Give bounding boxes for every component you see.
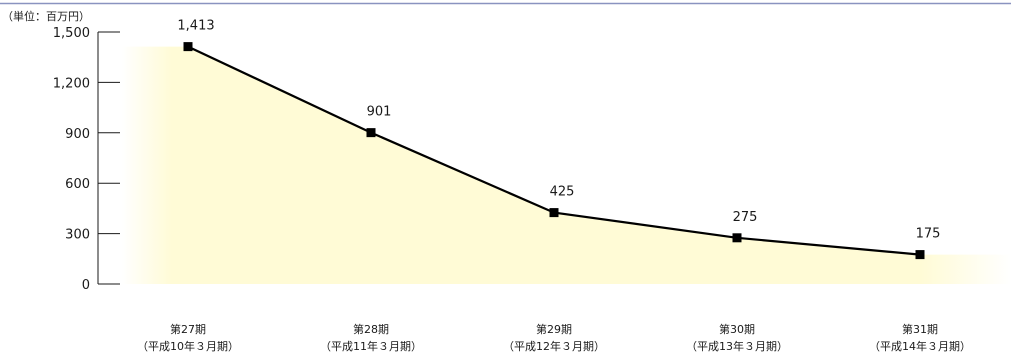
y-tick-label: 1,200 [53,76,90,91]
x-category-label: 第28期 [353,322,389,336]
area-fade-left [122,32,172,284]
data-point-marker [550,208,559,217]
data-point-marker [733,233,742,242]
area-fade-right [921,32,1011,284]
data-value-label: 901 [367,105,392,120]
area-fill-layer [122,32,1011,284]
data-value-label: 175 [916,227,941,242]
x-category-label: 第29期 [536,322,572,336]
data-value-label: 1,413 [177,19,214,34]
x-period-label: （平成10年３月期） [137,339,239,353]
y-tick-label: 0 [82,278,90,293]
data-point-marker [184,42,193,51]
x-category-label: 第30期 [719,322,755,336]
area-fill [122,47,1011,284]
y-tick-label: 300 [65,228,90,243]
data-point-marker [367,128,376,137]
y-tick-label: 600 [65,177,90,192]
data-value-label: 275 [733,210,758,225]
y-axis: 0 300 600 900 1,200 1,500 [53,26,120,293]
x-period-label: （平成11年３月期） [320,339,422,353]
y-tick-label: 1,500 [53,26,90,41]
x-category-label: 第31期 [902,322,938,336]
x-period-label: （平成12年３月期） [503,339,605,353]
data-point-marker [916,250,925,259]
y-tick-label: 900 [65,127,90,142]
data-value-label: 425 [550,185,575,200]
x-period-label: （平成13年３月期） [686,339,788,353]
unit-label: （単位：百万円） [2,9,90,23]
x-category-label: 第27期 [170,322,206,336]
x-period-label: （平成14年３月期） [869,339,971,353]
